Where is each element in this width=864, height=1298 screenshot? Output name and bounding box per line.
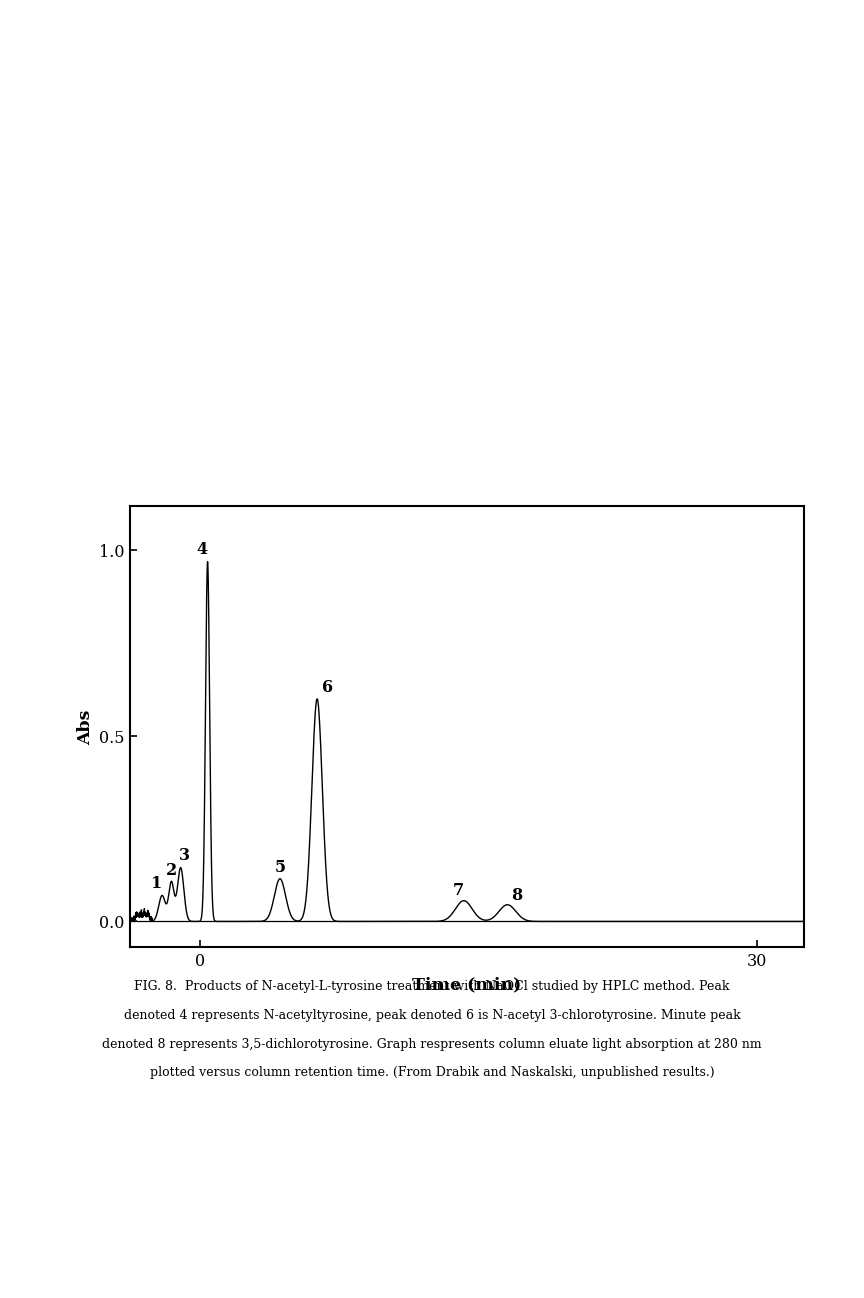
Text: 1: 1 bbox=[151, 875, 162, 892]
Text: 5: 5 bbox=[275, 858, 285, 875]
Text: 7: 7 bbox=[453, 881, 464, 900]
Text: denoted 4 represents N-acetyltyrosine, peak denoted 6 is N-acetyl 3-chlorotyrosi: denoted 4 represents N-acetyltyrosine, p… bbox=[124, 1009, 740, 1022]
Text: 4: 4 bbox=[197, 541, 208, 558]
Text: 2: 2 bbox=[166, 862, 177, 879]
Text: 3: 3 bbox=[179, 848, 190, 864]
Text: 6: 6 bbox=[321, 679, 333, 696]
Text: FIG. 8.  Products of N-acetyl-L-tyrosine treatment with NaOCl studied by HPLC me: FIG. 8. Products of N-acetyl-L-tyrosine … bbox=[134, 980, 730, 993]
Text: 8: 8 bbox=[511, 887, 523, 903]
Text: denoted 8 represents 3,5-dichlorotyrosine. Graph respresents column eluate light: denoted 8 represents 3,5-dichlorotyrosin… bbox=[102, 1037, 762, 1050]
Text: plotted versus column retention time. (From Drabik and Naskalski, unpublished re: plotted versus column retention time. (F… bbox=[149, 1066, 715, 1079]
Y-axis label: Abs: Abs bbox=[77, 709, 93, 745]
X-axis label: Time (min): Time (min) bbox=[412, 976, 521, 993]
